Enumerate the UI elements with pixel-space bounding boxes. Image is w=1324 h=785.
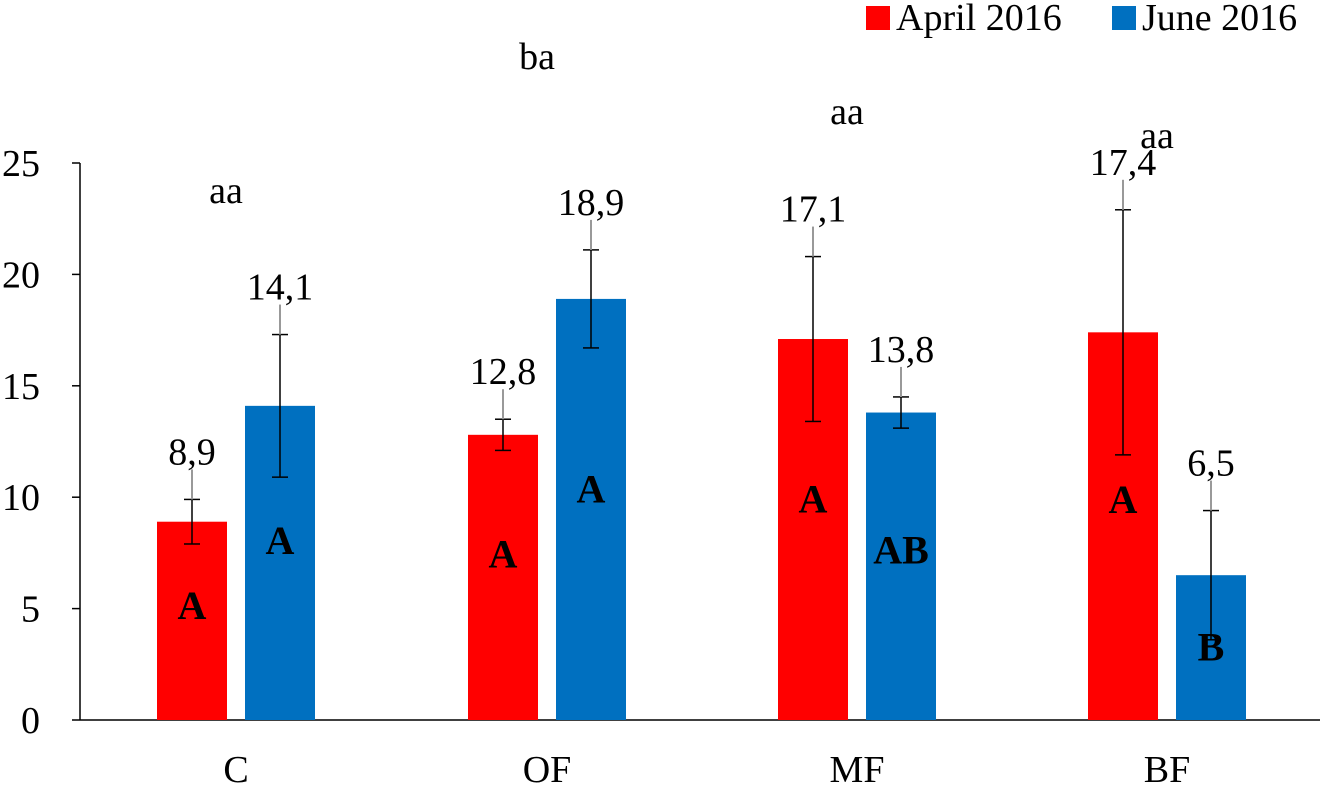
y-tick-label: 5	[21, 589, 40, 631]
y-tick-label: 0	[21, 700, 40, 742]
legend-label: June 2016	[1142, 0, 1297, 39]
significance-letter: A	[577, 466, 606, 511]
y-tick-label: 25	[2, 143, 40, 185]
significance-letter: AB	[873, 527, 929, 572]
data-label: 13,8	[868, 329, 935, 371]
bar-june-of	[556, 298, 626, 720]
data-label: 17,4	[1090, 142, 1157, 184]
bar-june-mf	[866, 412, 936, 720]
data-label: 17,1	[780, 189, 847, 231]
x-category-label: OF	[523, 749, 572, 785]
significance-letter: A	[489, 531, 518, 576]
y-tick-label: 15	[2, 366, 40, 408]
group-label: ba	[519, 36, 555, 78]
x-axis: C OF MF BF	[80, 719, 1320, 785]
y-tick-label: 20	[2, 254, 40, 296]
group-label: aa	[830, 91, 864, 133]
group-label: aa	[209, 170, 243, 212]
legend: April 2016 June 2016	[866, 0, 1297, 39]
x-category-label: BF	[1144, 749, 1190, 785]
legend-swatch	[866, 6, 890, 30]
bars	[157, 209, 1246, 720]
significance-letter: A	[1109, 477, 1138, 522]
significance-letter: A	[799, 477, 828, 522]
data-label: 8,9	[168, 431, 216, 473]
data-label: 14,1	[247, 267, 314, 309]
group-label: aa	[1140, 115, 1174, 157]
data-label: 6,5	[1187, 443, 1235, 485]
x-category-label: C	[223, 749, 248, 785]
significance-letter: A	[178, 583, 207, 628]
legend-swatch	[1112, 6, 1136, 30]
legend-label: April 2016	[896, 0, 1062, 39]
annotations: 8,9A14,1Aaa12,8A18,9Aba17,1A13,8ABaa17,4…	[168, 36, 1235, 670]
y-tick-label: 10	[2, 477, 40, 519]
bar-april-of	[468, 434, 538, 720]
data-label: 18,9	[558, 182, 625, 224]
y-axis: 0 5 10 15 20 25	[2, 143, 81, 742]
significance-letter: B	[1198, 625, 1225, 670]
x-category-label: MF	[830, 749, 885, 785]
data-label: 12,8	[470, 351, 537, 393]
significance-letter: A	[266, 518, 295, 563]
bar-april-c	[157, 521, 227, 720]
